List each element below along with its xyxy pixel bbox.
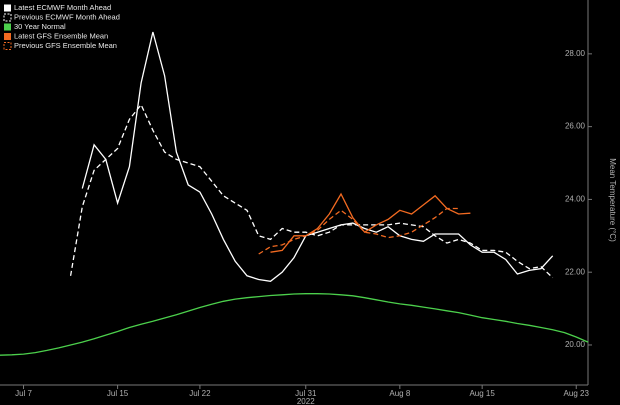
- legend-label: Latest GFS Ensemble Mean: [14, 31, 108, 40]
- legend-swatch: [4, 4, 11, 12]
- legend-swatch: [3, 13, 12, 22]
- y-tick-label: 22.00: [565, 267, 586, 276]
- x-tick-label: Jul 31: [295, 389, 317, 398]
- y-tick-label: 28.00: [565, 49, 586, 58]
- legend-label: 30 Year Normal: [14, 22, 66, 31]
- series-line: [69, 103, 554, 279]
- series-line: [81, 31, 554, 282]
- y-axis-label: Mean Temperature (°C): [608, 158, 617, 242]
- y-tick-label: 26.00: [565, 122, 586, 131]
- y-tick-label: 24.00: [565, 195, 586, 204]
- x-tick-label: Aug 23: [564, 389, 590, 398]
- x-tick-label: Aug 15: [469, 389, 495, 398]
- x-tick-label: Aug 8: [389, 389, 410, 398]
- legend-swatch: [4, 23, 11, 31]
- series-line: [258, 207, 459, 255]
- legend-swatch: [3, 42, 12, 50]
- series-line: [0, 293, 589, 356]
- x-tick-label: Jul 7: [15, 389, 32, 398]
- x-year-label: 2022: [297, 397, 315, 405]
- y-tick-label: 20.00: [565, 340, 586, 349]
- x-tick-label: Jul 15: [107, 389, 129, 398]
- x-tick-label: Jul 22: [189, 389, 211, 398]
- legend-label: Previous ECMWF Month Ahead: [14, 12, 120, 21]
- series-line: [270, 192, 471, 253]
- legend-label: Latest ECMWF Month Ahead: [14, 3, 111, 12]
- legend-swatch: [4, 33, 11, 40]
- legend-label: Previous GFS Ensemble Mean: [14, 41, 117, 50]
